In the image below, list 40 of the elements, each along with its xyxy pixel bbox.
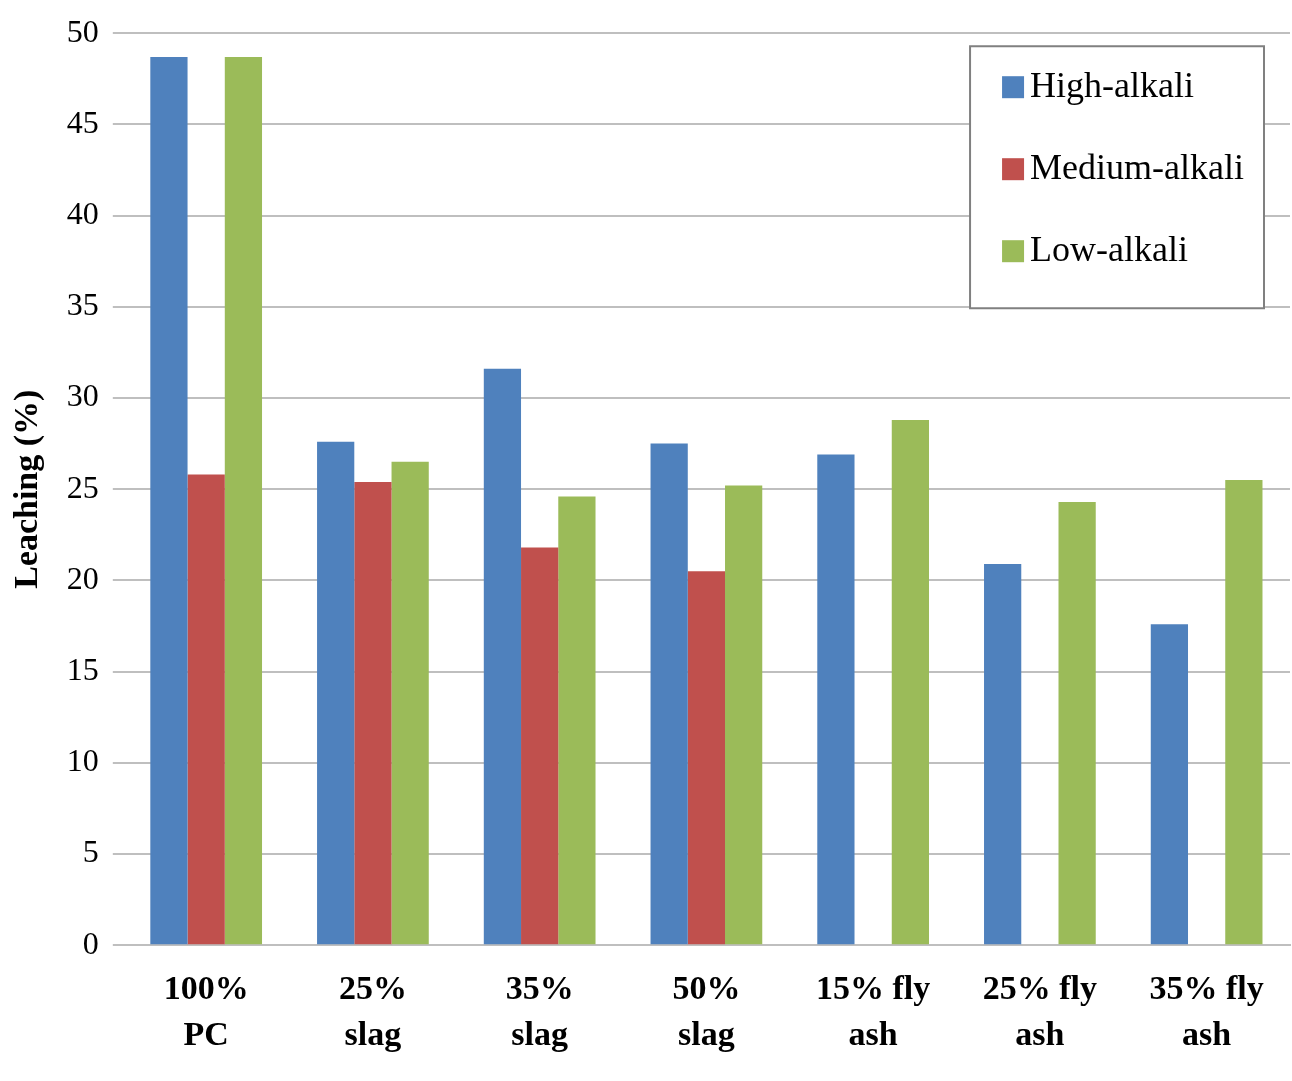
y-tick-label: 10 [66,742,99,779]
legend-label: Low-alkali [1030,228,1189,269]
bar [1150,624,1189,945]
x-tick-label: 25% fly ash [982,968,1098,1052]
x-tick-label: 35% slag [505,968,574,1052]
bar [687,571,726,945]
y-tick-label: 20 [66,559,99,596]
y-tick-label: 25 [66,468,99,505]
x-tick-label: 50% slag [672,968,741,1052]
y-tick-label: 45 [66,103,99,140]
bar [984,563,1022,945]
bar [317,441,355,945]
y-axis-title: Leaching (%) [7,389,46,589]
legend-label: High-alkali [1030,64,1195,105]
bar [891,419,929,945]
x-tick-label: 100% PC [163,968,249,1052]
bar [483,368,522,945]
y-tick-label: 35 [66,286,99,323]
bar [1225,480,1263,945]
bar [354,481,392,945]
y-tick-label: 15 [66,651,99,688]
bar [521,547,559,945]
bar [1058,501,1096,945]
y-tick-label: 0 [82,924,99,961]
y-tick-label: 5 [82,833,99,870]
bar [817,454,855,945]
bar [558,496,596,945]
bar [650,443,688,945]
bar [224,56,263,945]
bar [187,474,225,945]
bar [725,485,763,945]
x-tick-label: 35% fly ash [1149,968,1264,1052]
legend-label: Medium-alkali [1030,146,1245,187]
y-tick-label: 40 [66,195,99,232]
x-tick-label: 15% fly ash [816,968,931,1052]
bar [391,461,429,945]
y-tick-label: 50 [66,12,99,49]
y-tick-label: 30 [66,377,99,414]
bar [150,56,188,945]
x-tick-label: 25% slag [338,968,407,1052]
